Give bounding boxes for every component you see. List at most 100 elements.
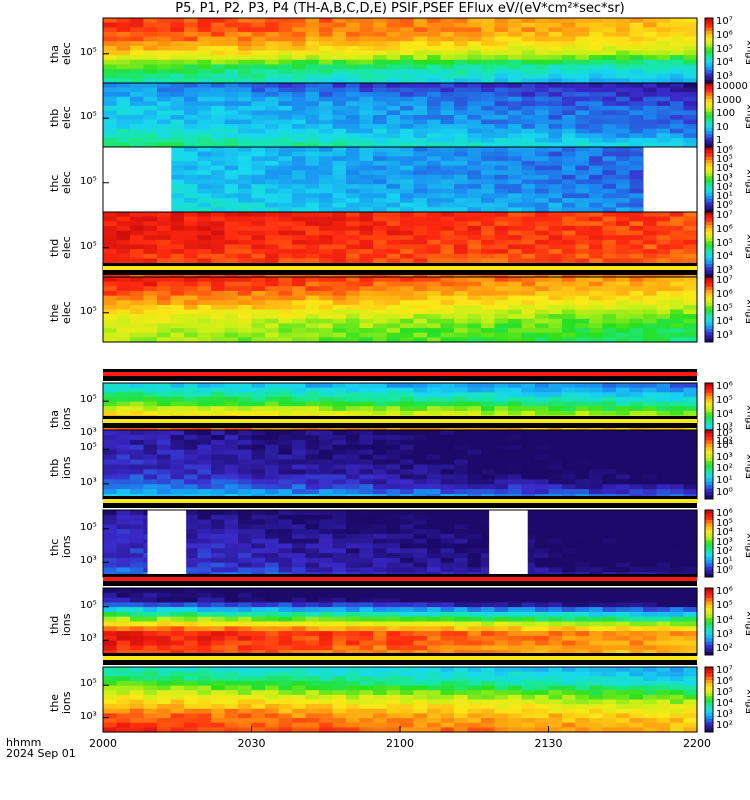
spectrogram-cell — [332, 434, 347, 441]
spectrogram-cell — [251, 31, 266, 38]
spectrogram-cell — [440, 225, 455, 232]
spectrogram-cell — [170, 323, 185, 329]
spectrogram-cell — [251, 198, 266, 204]
spectrogram-cell — [224, 174, 239, 181]
spectrogram-cell — [157, 469, 172, 475]
spectrogram-cell — [575, 474, 590, 480]
colorbar-segment — [705, 303, 713, 307]
spectrogram-cell — [575, 557, 590, 564]
spectrogram-cell — [211, 553, 226, 559]
spectrogram-cell — [481, 124, 496, 130]
spectrogram-cell — [454, 249, 469, 255]
spectrogram-cell — [359, 22, 374, 28]
spectrogram-cell — [454, 124, 469, 130]
spectrogram-cell — [265, 557, 280, 564]
spectrogram-cell — [562, 337, 577, 343]
spectrogram-cell — [548, 392, 563, 398]
spectrogram-cell — [130, 538, 145, 545]
spectrogram-cell — [346, 92, 361, 98]
spectrogram-cell — [400, 318, 415, 324]
spectrogram-cell — [602, 392, 617, 398]
spectrogram-cell — [656, 469, 671, 475]
spectrogram-cell — [130, 519, 145, 525]
spectrogram-cell — [562, 479, 577, 485]
spectrogram-cell — [481, 489, 496, 495]
spectrogram-cell — [130, 50, 145, 56]
spectrogram-cell — [508, 337, 523, 343]
spectrogram-cell — [116, 557, 131, 564]
spectrogram-cell — [197, 295, 212, 301]
spectrogram-cell — [332, 328, 347, 334]
spectrogram-cell — [130, 567, 145, 573]
colorbar-segment — [705, 322, 713, 327]
spectrogram-cell — [454, 101, 469, 107]
spectrogram-cell — [643, 392, 658, 398]
spectrogram-cell — [170, 484, 185, 490]
spectrogram-cell — [521, 230, 536, 236]
spectrogram-cell — [413, 142, 428, 148]
spectrogram-cell — [184, 548, 199, 554]
spectrogram-cell — [683, 69, 698, 75]
spectrogram-cell — [481, 73, 496, 79]
spectrogram-cell — [197, 119, 212, 125]
spectrogram-cell — [535, 383, 550, 389]
spectrogram-cell — [305, 484, 320, 490]
spectrogram-cell — [332, 128, 347, 134]
spectrogram-cell — [427, 567, 442, 573]
spectrogram-cell — [130, 235, 145, 241]
spectrogram-cell — [629, 337, 644, 343]
spectrogram-cell — [656, 459, 671, 466]
spectrogram-cell — [440, 50, 455, 56]
spectrogram-cell — [386, 115, 401, 121]
spectrogram-cell — [643, 235, 658, 241]
spectrogram-cell — [427, 553, 442, 559]
spectrogram-cell — [224, 396, 239, 403]
spectrogram-cell — [224, 524, 239, 530]
spectrogram-cell — [265, 202, 280, 208]
spectrogram-cell — [548, 469, 563, 475]
spectrogram-cell — [575, 87, 590, 93]
spectrogram-cell — [548, 318, 563, 324]
spectrogram-cell — [643, 73, 658, 79]
spectrogram-cell — [670, 392, 685, 398]
spectrogram-cell — [332, 184, 347, 190]
spectrogram-cell — [548, 562, 563, 568]
spectrogram-cell — [184, 64, 199, 70]
spectrogram-cell — [589, 533, 604, 540]
spectrogram-cell — [508, 193, 523, 199]
spectrogram-cell — [197, 337, 212, 343]
colorbar-segment — [705, 386, 713, 390]
spectrogram-cell — [589, 489, 604, 495]
spectrogram-cell — [562, 430, 577, 436]
spectrogram-cell — [683, 92, 698, 98]
spectrogram-cell — [548, 557, 563, 564]
spectrogram-cell — [238, 479, 253, 485]
spectrogram-cell — [197, 142, 212, 148]
spectrogram-cell — [157, 434, 172, 441]
spectrogram-cell — [643, 300, 658, 306]
spectrogram-cell — [292, 179, 307, 185]
spectrogram-cell — [535, 50, 550, 56]
spectrogram-cell — [562, 101, 577, 107]
spectrogram-cell — [427, 50, 442, 56]
spectrogram-cell — [454, 50, 469, 56]
spectrogram-cell — [265, 314, 280, 320]
spectrogram-cell — [400, 469, 415, 475]
spectrogram-cell — [238, 449, 253, 456]
spectrogram-cell — [346, 128, 361, 134]
spectrogram-cell — [305, 548, 320, 554]
spectrogram-cell — [629, 318, 644, 324]
spectrogram-cell — [629, 22, 644, 28]
spectrogram-cell — [116, 78, 131, 84]
spectrogram-cell — [521, 59, 536, 65]
spectrogram-cell — [535, 31, 550, 38]
spectrogram-cell — [589, 101, 604, 107]
spectrogram-cell — [467, 239, 482, 246]
spectrogram-cell — [116, 119, 131, 125]
spectrogram-cell — [670, 328, 685, 334]
spectrogram-cell — [683, 27, 698, 33]
spectrogram-cell — [332, 239, 347, 246]
spectrogram-cell — [683, 18, 698, 24]
spectrogram-cell — [548, 253, 563, 259]
spectrogram-cell — [386, 557, 401, 564]
